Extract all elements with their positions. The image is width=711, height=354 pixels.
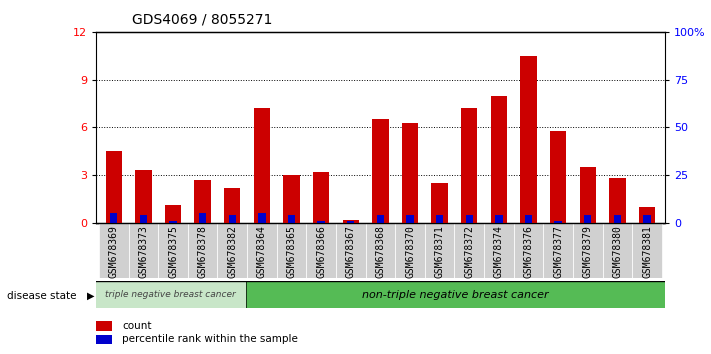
Bar: [288, 215, 295, 223]
Text: GSM678379: GSM678379: [583, 225, 593, 278]
Text: non-triple negative breast cancer: non-triple negative breast cancer: [362, 290, 549, 300]
Text: GSM678376: GSM678376: [523, 225, 533, 278]
Bar: [140, 215, 147, 223]
Bar: [425, 223, 454, 278]
Bar: [461, 108, 477, 223]
Bar: [277, 223, 306, 278]
Bar: [318, 221, 325, 223]
Bar: [466, 215, 473, 223]
Text: count: count: [122, 321, 151, 331]
Text: percentile rank within the sample: percentile rank within the sample: [122, 335, 298, 344]
Text: GSM678381: GSM678381: [642, 225, 652, 278]
Bar: [395, 223, 425, 278]
Bar: [643, 215, 651, 223]
Bar: [491, 96, 507, 223]
Bar: [402, 123, 418, 223]
Bar: [258, 213, 265, 223]
Bar: [110, 213, 117, 223]
Bar: [573, 223, 603, 278]
Bar: [603, 223, 632, 278]
Bar: [365, 223, 395, 278]
Text: GSM678377: GSM678377: [553, 225, 563, 278]
Bar: [96, 321, 112, 331]
Text: GSM678371: GSM678371: [434, 225, 444, 278]
Bar: [609, 178, 626, 223]
Bar: [306, 223, 336, 278]
Bar: [377, 215, 384, 223]
Bar: [373, 120, 388, 223]
Bar: [96, 335, 112, 344]
Bar: [496, 215, 503, 223]
Bar: [555, 221, 562, 223]
Text: disease state: disease state: [7, 291, 77, 301]
Bar: [129, 223, 158, 278]
Text: GDS4069 / 8055271: GDS4069 / 8055271: [132, 12, 272, 27]
Bar: [247, 223, 277, 278]
Text: GSM678378: GSM678378: [198, 225, 208, 278]
Bar: [484, 223, 513, 278]
Bar: [96, 281, 246, 308]
Bar: [99, 223, 129, 278]
Text: GSM678369: GSM678369: [109, 225, 119, 278]
Bar: [343, 220, 359, 223]
Bar: [284, 175, 299, 223]
Bar: [407, 215, 414, 223]
Text: GSM678375: GSM678375: [168, 225, 178, 278]
Text: GSM678380: GSM678380: [612, 225, 622, 278]
Bar: [199, 213, 206, 223]
Text: GSM678366: GSM678366: [316, 225, 326, 278]
Text: GSM678364: GSM678364: [257, 225, 267, 278]
Text: GSM678373: GSM678373: [139, 225, 149, 278]
Bar: [584, 215, 592, 223]
Text: GSM678374: GSM678374: [494, 225, 504, 278]
Bar: [165, 205, 181, 223]
Text: ▶: ▶: [87, 291, 95, 301]
Text: GSM678367: GSM678367: [346, 225, 356, 278]
Bar: [135, 171, 151, 223]
Bar: [543, 223, 573, 278]
Bar: [632, 223, 662, 278]
Bar: [229, 215, 236, 223]
Bar: [224, 188, 240, 223]
Bar: [158, 223, 188, 278]
Bar: [454, 223, 484, 278]
Bar: [639, 207, 655, 223]
Bar: [579, 167, 596, 223]
Text: GSM678372: GSM678372: [464, 225, 474, 278]
Text: GSM678365: GSM678365: [287, 225, 296, 278]
Bar: [313, 172, 329, 223]
Bar: [106, 152, 122, 223]
Bar: [436, 215, 443, 223]
Bar: [513, 223, 543, 278]
Bar: [188, 223, 218, 278]
Bar: [432, 183, 448, 223]
Text: triple negative breast cancer: triple negative breast cancer: [105, 290, 236, 299]
Bar: [520, 56, 537, 223]
Bar: [195, 180, 210, 223]
Bar: [614, 215, 621, 223]
Bar: [347, 221, 354, 223]
Text: GSM678382: GSM678382: [228, 225, 237, 278]
Text: GSM678368: GSM678368: [375, 225, 385, 278]
Bar: [525, 215, 532, 223]
Bar: [218, 223, 247, 278]
Text: GSM678370: GSM678370: [405, 225, 415, 278]
Bar: [336, 223, 365, 278]
Bar: [550, 131, 566, 223]
Bar: [254, 108, 270, 223]
Bar: [246, 281, 665, 308]
Bar: [169, 221, 176, 223]
